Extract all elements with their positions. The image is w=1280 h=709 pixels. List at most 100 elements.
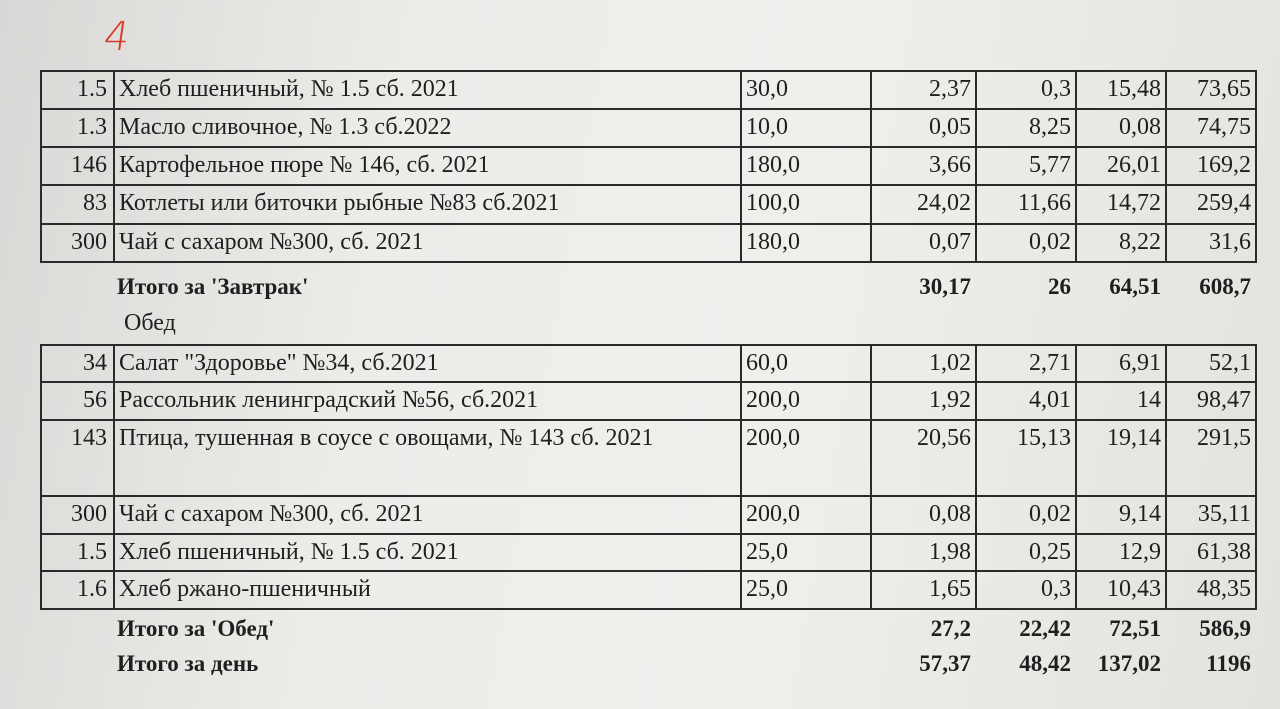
table-cell: 0,07	[870, 223, 977, 263]
table-cell: 9,14	[1075, 495, 1167, 535]
table-cell: 25,0	[740, 533, 872, 572]
table-cell: 180,0	[740, 146, 872, 186]
table-cell: 10,43	[1075, 570, 1167, 610]
total-label: Итого за 'Обед'	[117, 616, 275, 641]
total-value: 57,37	[919, 651, 972, 676]
table-cell: 2,37	[870, 70, 977, 110]
table-cell: Чай с сахаром №300, сб. 2021	[113, 495, 742, 535]
table-cell: 74,75	[1165, 108, 1257, 148]
table-cell: 200,0	[740, 381, 872, 421]
table-cell: 300	[40, 495, 115, 535]
total-value: 586,9	[1199, 616, 1251, 641]
table-cell: 2,71	[975, 344, 1077, 383]
total-label: Итого за день	[117, 651, 259, 676]
table-cell: 14,72	[1075, 184, 1167, 225]
table-cell: 30,0	[740, 70, 872, 110]
table-cell: 52,1	[1165, 344, 1257, 383]
table-cell: 73,65	[1165, 70, 1257, 110]
table-cell: 24,02	[870, 184, 977, 225]
table-cell: 1.6	[40, 570, 115, 610]
table-cell: 291,5	[1165, 419, 1257, 497]
table-cell: 25,0	[740, 570, 872, 610]
table-cell: 0,08	[870, 495, 977, 535]
section-title: Обед	[124, 310, 176, 336]
table-cell: 0,05	[870, 108, 977, 148]
table-cell: 0,08	[1075, 108, 1167, 148]
table-cell: 5,77	[975, 146, 1077, 186]
table-cell: 200,0	[740, 419, 872, 497]
table-cell: 15,13	[975, 419, 1077, 497]
table-cell: Хлеб пшеничный, № 1.5 сб. 2021	[113, 70, 742, 110]
total-value: 48,42	[1019, 651, 1072, 676]
table-cell: Хлеб пшеничный, № 1.5 сб. 2021	[113, 533, 742, 572]
table-cell: Чай с сахаром №300, сб. 2021	[113, 223, 742, 263]
page-number: 4	[100, 14, 133, 60]
total-value: 72,51	[1109, 616, 1161, 641]
table-cell: 1.3	[40, 108, 115, 148]
table-cell: 1,92	[870, 381, 977, 421]
table-cell: 169,2	[1165, 146, 1257, 186]
menu-table: 1.5 Хлеб пшеничный, № 1.5 сб. 2021 30,0 2,3…	[40, 70, 1257, 263]
table-row: 1.6 Хлеб ржано-пшеничный 25,0 1,65 0,3 10,43 4…	[40, 570, 1257, 610]
total-value: 27,2	[930, 616, 971, 641]
table-cell: 1.5	[40, 70, 115, 110]
table-cell: 8,22	[1075, 223, 1167, 263]
table-row: 1.3 Масло сливочное, № 1.3 сб.2022 10,0 0,0…	[40, 108, 1257, 148]
table-cell: 34	[40, 344, 115, 383]
total-value: 1196	[1206, 651, 1252, 676]
table-row: 300 Чай с сахаром №300, сб. 2021 180,0 0,07…	[40, 223, 1257, 263]
total-value: 64,51	[1109, 274, 1162, 299]
table-cell: 200,0	[740, 495, 872, 535]
table-cell: Салат "Здоровье" №34, сб.2021	[113, 344, 742, 383]
table-cell: 1,02	[870, 344, 977, 383]
table-cell: 3,66	[870, 146, 977, 186]
table-cell: 1.5	[40, 533, 115, 572]
table-row: 146 Картофельное пюре № 146, сб. 2021 180,…	[40, 146, 1257, 186]
table-cell: 0,25	[975, 533, 1077, 572]
table-cell: 56	[40, 381, 115, 421]
total-label: Итого за 'Завтрак'	[117, 274, 309, 299]
table-cell: Масло сливочное, № 1.3 сб.2022	[113, 108, 742, 148]
table-row: Итого за 'Обед' 27,2 22,42 72,51 586,9	[40, 612, 1255, 646]
table-cell: 10,0	[740, 108, 872, 148]
table-cell: 1,98	[870, 533, 977, 572]
total-value: 26	[1048, 274, 1072, 299]
table-row: 34 Салат "Здоровье" №34, сб.2021 60,0 1,02 2…	[40, 344, 1257, 383]
table-cell: 61,38	[1165, 533, 1257, 572]
table-cell: 0,02	[975, 223, 1077, 263]
table-cell: Котлеты или биточки рыбные №83 сб.2021	[113, 184, 742, 225]
total-row: Итого за день 57,37 48,42 137,02 1196	[40, 647, 1255, 681]
table-cell: 0,02	[975, 495, 1077, 535]
table-row: 300 Чай с сахаром №300, сб. 2021 200,0 0,08…	[40, 495, 1257, 535]
table-row: Итого за 'Завтрак' 30,17 26 64,51 608,7	[40, 270, 1255, 304]
total-value: 608,7	[1199, 274, 1252, 299]
table-row: Итого за день 57,37 48,42 137,02 1196	[40, 647, 1255, 681]
table-cell: 31,6	[1165, 223, 1257, 263]
table-row: 143 Птица, тушенная в соусе с овощами, № …	[40, 419, 1257, 497]
table-cell: 8,25	[975, 108, 1077, 148]
table-cell: 11,66	[975, 184, 1077, 225]
table-cell: 60,0	[740, 344, 872, 383]
total-value: 22,42	[1019, 616, 1071, 641]
table-row: 1.5 Хлеб пшеничный, № 1.5 сб. 2021 30,0 2,3…	[40, 70, 1257, 110]
table-cell: 180,0	[740, 223, 872, 263]
total-row: Итого за 'Обед' 27,2 22,42 72,51 586,9	[40, 612, 1255, 646]
table-cell: 0,3	[975, 70, 1077, 110]
table-row: 56 Рассольник ленинградский №56, сб.2021 2…	[40, 381, 1257, 421]
table-cell: 98,47	[1165, 381, 1257, 421]
table-cell: 15,48	[1075, 70, 1167, 110]
table-cell: 300	[40, 223, 115, 263]
table-cell: 48,35	[1165, 570, 1257, 610]
table-cell: 12,9	[1075, 533, 1167, 572]
table-cell: 6,91	[1075, 344, 1167, 383]
total-value: 137,02	[1097, 651, 1162, 676]
table-cell: 1,65	[870, 570, 977, 610]
table-cell: 26,01	[1075, 146, 1167, 186]
table-row: 83 Котлеты или биточки рыбные №83 сб.2021…	[40, 184, 1257, 225]
spacer	[40, 647, 113, 681]
table-cell: 0,3	[975, 570, 1077, 610]
table-cell: 83	[40, 184, 115, 225]
spacer	[40, 270, 113, 304]
